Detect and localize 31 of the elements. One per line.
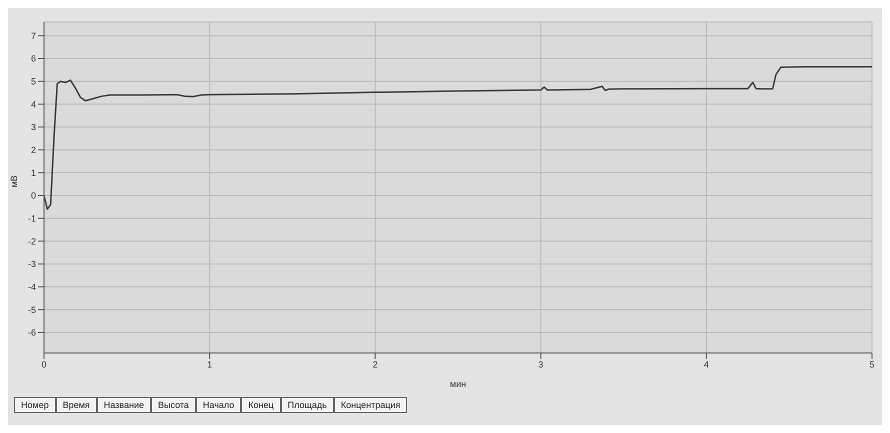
y-tick-label: 2 xyxy=(30,145,36,156)
y-tick-label: 5 xyxy=(30,76,36,87)
y-tick-label: -1 xyxy=(28,214,36,224)
x-axis-title: мин xyxy=(450,379,466,389)
y-tick-label: 6 xyxy=(30,54,36,64)
x-tick-label: 2 xyxy=(372,359,378,370)
text: Высота xyxy=(151,397,196,413)
y-tick-label: -6 xyxy=(28,328,36,338)
y-tick-label: 4 xyxy=(30,99,36,110)
y-tick-label: 3 xyxy=(30,122,36,132)
y-tick-label: -3 xyxy=(28,259,36,270)
x-tick-label: 5 xyxy=(869,359,875,370)
text: Время xyxy=(56,397,97,413)
y-axis-title: мВ xyxy=(9,175,20,188)
text: Концентрация xyxy=(334,397,408,413)
y-tick-label: -4 xyxy=(28,282,36,292)
y-tick-label: 1 xyxy=(30,168,36,178)
y-tick-label: 7 xyxy=(30,30,36,41)
y-tick-label: -5 xyxy=(28,304,36,315)
text: Начало xyxy=(196,397,242,413)
text: Конец xyxy=(241,397,281,413)
text: Площадь xyxy=(280,397,334,413)
y-tick-label: 0 xyxy=(30,190,36,201)
y-tick-label: -2 xyxy=(28,236,36,246)
x-tick-label: 1 xyxy=(207,359,212,370)
line-series xyxy=(44,66,872,210)
text: Название xyxy=(96,397,151,413)
x-tick-label: 3 xyxy=(538,359,544,370)
text: Номер xyxy=(14,397,56,413)
x-tick-label: 0 xyxy=(41,359,47,370)
x-tick-label: 4 xyxy=(704,359,709,370)
